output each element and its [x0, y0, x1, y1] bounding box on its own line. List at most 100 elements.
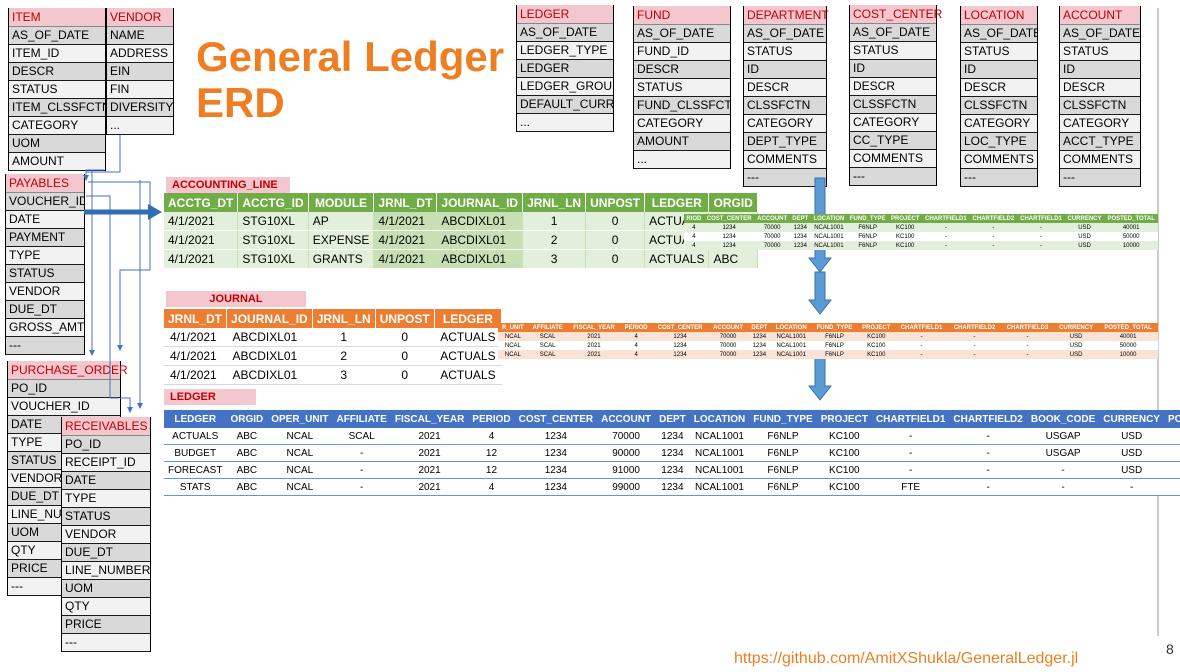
- entity-field: DESCR: [9, 63, 105, 81]
- entity-field: ---: [744, 169, 826, 187]
- table-cell: 4/1/2021: [164, 249, 239, 269]
- table-cell: 4: [634, 333, 638, 340]
- entity-field: CC_TYPE: [850, 132, 936, 150]
- entity-field: PO_ID: [8, 380, 120, 398]
- table-cell: -: [949, 444, 1027, 462]
- entity-field: ---: [850, 168, 936, 186]
- table-cell: 70000: [763, 224, 781, 231]
- table-cell: KC100: [896, 233, 915, 240]
- entity-receivables: RECEIVABLES PO_ID RECEIPT_ID DATE TYPE STATUS…: [61, 417, 151, 652]
- table-cell: GRANTS: [308, 249, 375, 269]
- entity-field: ---: [62, 634, 150, 652]
- table-cell: -: [920, 351, 923, 358]
- table-cell: 1: [522, 212, 587, 231]
- column-header: ORGID: [708, 193, 758, 212]
- table-cell: 2021: [587, 342, 601, 349]
- table-cell: KC100: [867, 351, 886, 358]
- title-line-2: ERD: [196, 79, 285, 126]
- table-cell: 1234: [655, 428, 690, 445]
- table-cell: ABC: [226, 478, 268, 496]
- table-row: 4/1/2021 STG10XL GRANTS 4/1/2021 ABCDIXL01 3 0…: [164, 249, 758, 269]
- column-header: CURRENCY: [1059, 324, 1094, 331]
- table-cell: F6NLP: [749, 444, 817, 462]
- table-cell: ABC: [226, 444, 268, 462]
- table-cell: 0: [375, 328, 435, 347]
- entity-field: CATEGORY: [961, 115, 1037, 133]
- column-header: JRNL_LN: [522, 193, 587, 212]
- table-cell: STG10XL: [237, 230, 309, 250]
- table-cell: ACTUALS: [434, 328, 502, 347]
- table-cell: 1234: [793, 224, 807, 231]
- column-header: CURRENCY: [1067, 215, 1102, 222]
- entity-field: EIN: [107, 63, 173, 81]
- table-cell: -: [1026, 342, 1029, 349]
- column-header: FISCAL_YEAR: [573, 324, 615, 331]
- github-link[interactable]: https://github.com/AmitXShukla/GeneralLe…: [734, 650, 1079, 667]
- table-cell: 4/1/2021: [164, 328, 227, 347]
- entity-field: AS_OF_DATE: [850, 24, 936, 42]
- entity-field: ID: [744, 61, 826, 79]
- table-cell: 70000: [719, 342, 737, 349]
- table-cell: 40001: [1119, 333, 1137, 340]
- table-cell: NCAL: [267, 428, 333, 445]
- table-cell: NCAL: [267, 478, 333, 496]
- entity-field: DESCR: [961, 79, 1037, 97]
- table-cell: -: [871, 428, 950, 445]
- table-cell: 91000: [597, 461, 656, 479]
- table-cell: FORECAST: [164, 461, 227, 479]
- column-header: CHARTFIELD3: [1006, 324, 1049, 331]
- column-header: LEDGER: [644, 193, 710, 212]
- table-cell: NCAL1001: [814, 233, 844, 240]
- entity-item: ITEM AS_OF_DATE ITEM_ID DESCR STATUS ITEM_CLS…: [8, 8, 106, 171]
- table-cell: F6NLP: [858, 233, 878, 240]
- entity-field: LEDGER: [517, 60, 613, 78]
- table-cell: 2021: [390, 461, 469, 479]
- table-cell: 70000: [719, 333, 737, 340]
- column-header: COST_CENTER: [514, 410, 598, 428]
- table-cell: USD: [1069, 333, 1083, 340]
- table-cell: -: [1026, 333, 1029, 340]
- table-row: STATS ABC NCAL -2021 4 1234 99000 1234 NCAL1001 F…: [164, 478, 1180, 496]
- column-header: CHARTFIELD2: [953, 324, 996, 331]
- ledger-table-label: LEDGER: [164, 389, 256, 405]
- table-cell: ABCDIXL01: [226, 365, 313, 385]
- table-cell: 1234: [752, 351, 767, 358]
- column-header: CHARTFIELD2: [949, 410, 1027, 428]
- table-cell: 70000: [597, 428, 656, 445]
- table-cell: 99999: [1163, 444, 1180, 462]
- table-cell: 70000: [763, 233, 781, 240]
- entity-field: CLSSFCTN: [1060, 97, 1140, 115]
- table-cell: NCAL1001: [776, 342, 806, 349]
- table-cell: 2: [522, 230, 587, 250]
- entity-field: AS_OF_DATE: [961, 25, 1037, 43]
- entity-field: STATUS: [850, 42, 936, 60]
- table-cell: 1234: [752, 342, 767, 349]
- table-cell: -: [332, 461, 391, 479]
- entity-field: CLSSFCTN: [961, 97, 1037, 115]
- table-cell: 0: [585, 212, 646, 231]
- table-cell: KC100: [867, 333, 886, 340]
- entity-field: DESCR: [744, 79, 826, 97]
- table-cell: -: [1026, 478, 1100, 496]
- table-cell: ACTUALS: [164, 428, 227, 445]
- entity-field: DEFAULT_CURR: [517, 96, 613, 114]
- table-cell: ABC: [708, 249, 758, 269]
- table-cell: F6NLP: [858, 224, 878, 231]
- table-cell: KC100: [816, 444, 872, 462]
- entity-payables: PAYABLES VOUCHER_ID DATE PAYMENT TYPE STATUS V…: [5, 174, 85, 355]
- entity-field: COMMENTS: [744, 151, 826, 169]
- table-cell: USD: [1078, 242, 1091, 249]
- entity-field: ---: [1060, 169, 1140, 187]
- entity-field: AS_OF_DATE: [634, 25, 730, 43]
- entity-field: AS_OF_DATE: [517, 24, 613, 42]
- table-cell: 0: [375, 365, 435, 385]
- table-cell: KC100: [896, 224, 915, 231]
- table-cell: 2021: [390, 444, 469, 462]
- column-header: PROJECT: [816, 410, 872, 428]
- table-cell: 0: [585, 230, 646, 250]
- table-cell: ACTUALS: [434, 346, 502, 366]
- table-cell: KC100: [816, 478, 872, 496]
- column-header: FISCAL_YEAR: [390, 410, 469, 428]
- table-cell: F6NLP: [749, 428, 817, 445]
- entity-field: CLSSFCTN: [744, 97, 826, 115]
